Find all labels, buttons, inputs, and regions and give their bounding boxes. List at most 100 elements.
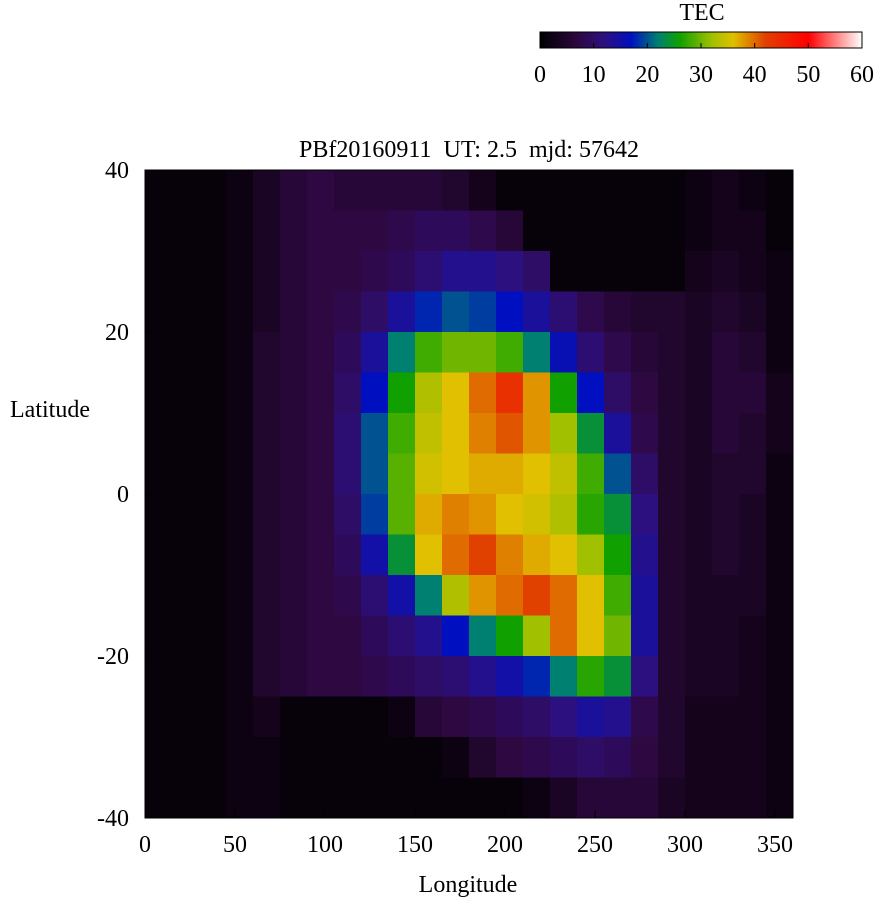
heat-cell bbox=[469, 413, 497, 454]
heat-cell bbox=[415, 453, 443, 495]
heat-cell bbox=[145, 737, 173, 778]
heat-cell bbox=[280, 251, 308, 292]
heat-cell bbox=[442, 575, 470, 616]
heat-cell bbox=[739, 453, 767, 495]
heat-cell bbox=[712, 615, 740, 657]
heat-cell bbox=[658, 615, 686, 657]
heat-cell bbox=[712, 737, 740, 778]
heat-cell bbox=[199, 332, 227, 373]
heat-cell bbox=[253, 413, 281, 454]
heat-cell bbox=[577, 170, 605, 211]
heat-cell bbox=[523, 656, 551, 697]
heat-cell bbox=[172, 372, 200, 414]
heat-cell bbox=[388, 332, 416, 373]
y-tick-label: -40 bbox=[97, 806, 129, 832]
heat-cell bbox=[361, 615, 389, 657]
heat-cell bbox=[766, 696, 794, 738]
heat-cell bbox=[226, 413, 254, 454]
heat-cell bbox=[307, 453, 335, 495]
heat-cell bbox=[631, 291, 659, 333]
y-tick-label: 0 bbox=[117, 482, 129, 508]
heat-cell bbox=[280, 615, 308, 657]
heat-cell bbox=[577, 656, 605, 697]
heat-cell bbox=[361, 332, 389, 373]
heat-cell bbox=[226, 696, 254, 738]
heat-cell bbox=[442, 291, 470, 333]
heat-cell bbox=[280, 656, 308, 697]
heat-cell bbox=[199, 777, 227, 819]
heat-cell bbox=[685, 534, 713, 576]
heat-cell bbox=[523, 332, 551, 373]
heat-cell bbox=[145, 251, 173, 292]
heat-cell bbox=[469, 453, 497, 495]
heat-cell bbox=[172, 534, 200, 576]
heat-cell bbox=[658, 534, 686, 576]
heat-cell bbox=[658, 210, 686, 252]
heat-cell bbox=[226, 291, 254, 333]
heat-cell bbox=[226, 615, 254, 657]
heat-cell bbox=[712, 575, 740, 616]
heat-cell bbox=[199, 494, 227, 535]
x-tick-label: 0 bbox=[139, 832, 151, 858]
colorbar-label: TEC bbox=[679, 0, 724, 26]
heat-cell bbox=[307, 210, 335, 252]
heat-cell bbox=[334, 372, 362, 414]
heat-cell bbox=[361, 170, 389, 211]
heat-cell bbox=[739, 737, 767, 778]
heat-cell bbox=[388, 777, 416, 819]
heat-cell bbox=[199, 656, 227, 697]
heat-cell bbox=[550, 575, 578, 616]
heat-cell bbox=[442, 656, 470, 697]
heat-cell bbox=[145, 696, 173, 738]
heat-cell bbox=[604, 291, 632, 333]
heat-cell bbox=[523, 494, 551, 535]
heat-cell bbox=[172, 453, 200, 495]
heat-cell bbox=[469, 372, 497, 414]
heat-cell bbox=[766, 656, 794, 697]
heat-cell bbox=[442, 777, 470, 819]
heat-cell bbox=[253, 332, 281, 373]
heat-cell bbox=[226, 251, 254, 292]
heat-cell bbox=[172, 251, 200, 292]
heat-cell bbox=[712, 332, 740, 373]
heat-cell bbox=[577, 696, 605, 738]
heat-cell bbox=[172, 291, 200, 333]
heat-cell bbox=[631, 332, 659, 373]
heat-cell bbox=[442, 332, 470, 373]
heat-cell bbox=[388, 453, 416, 495]
heat-cell bbox=[604, 170, 632, 211]
heat-cell bbox=[739, 291, 767, 333]
heat-cell bbox=[172, 413, 200, 454]
heat-cell bbox=[550, 494, 578, 535]
heat-cell bbox=[334, 251, 362, 292]
heat-cell bbox=[523, 453, 551, 495]
heat-cell bbox=[172, 332, 200, 373]
heat-cell bbox=[739, 777, 767, 819]
heat-cell bbox=[496, 777, 524, 819]
heat-cell bbox=[658, 332, 686, 373]
heat-cell bbox=[469, 291, 497, 333]
heat-cell bbox=[739, 332, 767, 373]
heat-cell bbox=[442, 170, 470, 211]
heat-cell bbox=[253, 291, 281, 333]
heat-cell bbox=[766, 170, 794, 211]
heat-cell bbox=[577, 332, 605, 373]
heat-cell bbox=[604, 210, 632, 252]
heat-cell bbox=[577, 534, 605, 576]
heat-cell bbox=[199, 696, 227, 738]
heat-cell bbox=[766, 737, 794, 778]
heat-cell bbox=[388, 494, 416, 535]
heat-cell bbox=[442, 413, 470, 454]
heat-cell bbox=[361, 534, 389, 576]
heat-cell bbox=[280, 534, 308, 576]
heat-cell bbox=[766, 615, 794, 657]
heat-cell bbox=[685, 170, 713, 211]
heat-cell bbox=[469, 494, 497, 535]
heat-cell bbox=[361, 575, 389, 616]
heat-cell bbox=[631, 737, 659, 778]
heat-cell bbox=[469, 656, 497, 697]
heat-cell bbox=[550, 777, 578, 819]
heat-cell bbox=[388, 170, 416, 211]
heat-cell bbox=[685, 494, 713, 535]
heat-cell bbox=[685, 372, 713, 414]
